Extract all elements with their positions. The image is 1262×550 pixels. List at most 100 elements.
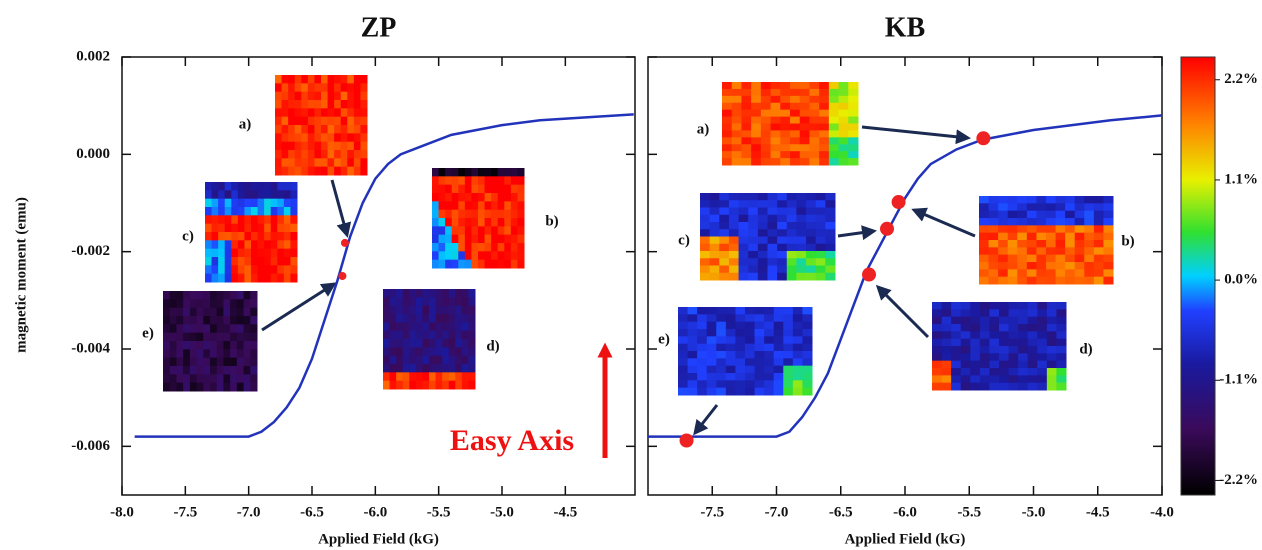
heatmap-cell (231, 240, 238, 249)
heatmap-cell (295, 75, 302, 84)
heatmap-cell (244, 182, 251, 191)
heatmap-cell (223, 324, 230, 333)
heatmap-cell (264, 257, 271, 266)
heatmap-cell (445, 168, 452, 177)
heatmap-cell (238, 257, 245, 266)
heatmap-cell (471, 243, 478, 252)
heatmap-cell (777, 215, 787, 223)
heatmap-cell (764, 307, 774, 315)
heatmap-cell (301, 133, 308, 142)
heatmap-cell (354, 133, 361, 142)
heatmap-cell (1094, 203, 1104, 211)
heatmap-cell (780, 82, 790, 89)
heatmap-cell (726, 322, 736, 330)
heatmap-cell (183, 316, 190, 325)
heatmap-cell (819, 89, 829, 96)
heatmap-cell (688, 358, 698, 366)
heatmap-cell (396, 322, 403, 331)
heatmap-cell (825, 251, 835, 259)
heatmap-cell (210, 374, 217, 383)
heatmap-cell (806, 229, 816, 237)
inset-label: d) (486, 338, 499, 354)
heatmap-cell (961, 383, 971, 391)
heatmap-cell (288, 83, 295, 92)
heatmap-cell (183, 341, 190, 350)
heatmap-cell (442, 339, 449, 348)
heatmap-cell (277, 240, 284, 249)
heatmap-cell (422, 322, 429, 331)
heatmap-cell (819, 151, 829, 158)
heatmap-cell (719, 193, 729, 201)
heatmap-cell (504, 243, 511, 252)
heatmap-cell (802, 322, 812, 330)
heatmap-cell (360, 133, 367, 142)
heatmap-cell (697, 373, 707, 381)
heatmap-cell (264, 224, 271, 233)
heatmap-cell (290, 224, 297, 233)
heatmap-cell (793, 344, 803, 352)
heatmap-cell (250, 374, 257, 383)
heatmap-cell (271, 249, 278, 258)
heatmap-cell (321, 158, 328, 167)
heatmap-cell (498, 176, 505, 185)
heatmap-cell (341, 167, 348, 176)
heatmap-cell (517, 168, 524, 177)
heatmap-cell (244, 299, 251, 308)
heatmap-cell (321, 133, 328, 142)
heatmap-cell (465, 243, 472, 252)
heatmap-cell (722, 137, 732, 144)
heatmap-cell (688, 307, 698, 315)
heatmap-cell (290, 215, 297, 224)
heatmap-cell (732, 124, 742, 131)
heatmap-cell (1018, 353, 1028, 361)
heatmap-cell (1056, 233, 1066, 241)
heatmap-cell (288, 75, 295, 84)
heatmap-cell (225, 207, 232, 216)
heatmap-cell (768, 244, 778, 252)
heatmap-cell (774, 344, 784, 352)
heatmap-cell (258, 257, 265, 266)
heatmap-cell (735, 380, 745, 388)
heatmap-cell (1065, 203, 1075, 211)
heatmap-cell (998, 233, 1008, 241)
heatmap-cell (1047, 368, 1057, 376)
heatmap-cell (809, 117, 819, 124)
heatmap-cell (755, 373, 765, 381)
heatmap-cell (223, 341, 230, 350)
heatmap-cell (802, 344, 812, 352)
heatmap-cell (989, 196, 999, 204)
heatmap-cell (700, 251, 710, 259)
heatmap-cell (462, 331, 469, 340)
heatmap-cell (989, 269, 999, 277)
heatmap-cell (205, 182, 212, 191)
heatmap-cell (800, 103, 810, 110)
heatmap-cell (462, 306, 469, 315)
chart-title: ZP (361, 12, 397, 43)
heatmap-cell (722, 103, 732, 110)
heatmap-cell (436, 289, 443, 298)
heatmap-cell (989, 240, 999, 248)
heatmap-cell (170, 341, 177, 350)
heatmap-cell (739, 237, 749, 245)
heatmap-cell (238, 207, 245, 216)
heatmap-cell (416, 364, 423, 373)
heatmap-cell (951, 331, 961, 339)
heatmap-cell (1084, 255, 1094, 263)
heatmap-cell (390, 331, 397, 340)
heatmap-cell (825, 266, 835, 274)
heatmap-cell (218, 274, 225, 283)
heatmap-cell (163, 316, 170, 325)
heatmap-cell (462, 314, 469, 323)
heatmap-cell (284, 199, 291, 208)
heatmap-cell (678, 373, 688, 381)
heatmap-cell (979, 218, 989, 226)
heatmap-cell (764, 314, 774, 322)
heatmap-cell (745, 322, 755, 330)
heatmap-cell (442, 289, 449, 298)
heatmap-cell (334, 100, 341, 109)
heatmap-cell (308, 142, 315, 151)
heatmap-cell (308, 167, 315, 176)
heatmap-cell (217, 341, 224, 350)
heatmap-cell (212, 190, 219, 199)
heatmap-cell (210, 324, 217, 333)
